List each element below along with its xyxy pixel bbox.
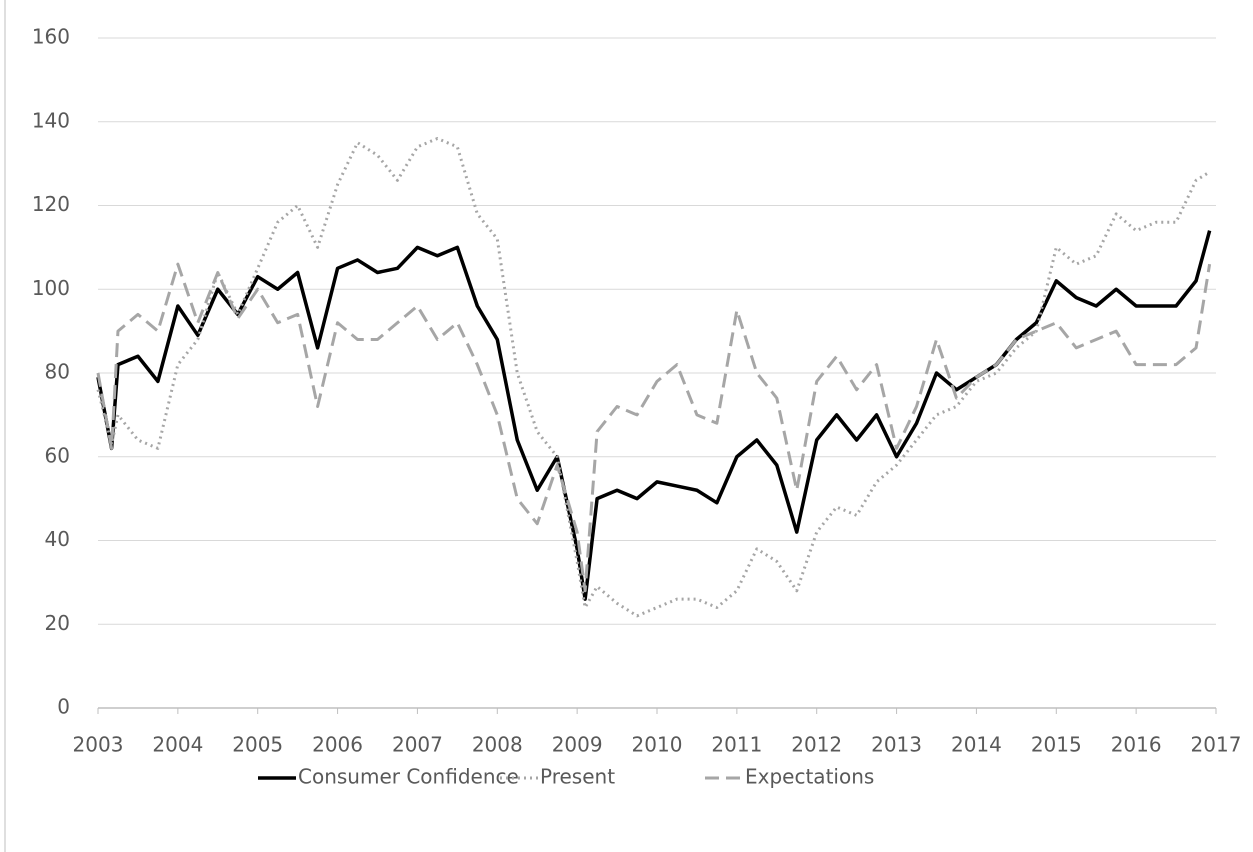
y-tick-label: 20 [45, 611, 70, 635]
legend-label: Consumer Confidence [298, 765, 519, 789]
x-tick-label: 2007 [392, 733, 443, 757]
x-tick-label: 2006 [312, 733, 363, 757]
y-tick-label: 0 [57, 695, 70, 719]
x-tick-label: 2003 [73, 733, 124, 757]
legend-label: Present [540, 765, 615, 789]
x-tick-label: 2005 [232, 733, 283, 757]
x-tick-label: 2008 [472, 733, 523, 757]
x-tick-label: 2016 [1111, 733, 1162, 757]
series-line [96, 230, 1212, 601]
y-tick-label: 160 [32, 25, 70, 49]
x-tick-label: 2004 [152, 733, 203, 757]
x-tick-label: 2014 [951, 733, 1002, 757]
x-tick-label: 2015 [1031, 733, 1082, 757]
y-tick-label: 140 [32, 108, 70, 132]
y-tick-label: 80 [45, 360, 70, 384]
x-tick-label: 2010 [632, 733, 683, 757]
x-tick-label: 2013 [871, 733, 922, 757]
x-tick-label: 2011 [711, 733, 762, 757]
y-tick-label: 100 [32, 276, 70, 300]
y-tick-label: 120 [32, 192, 70, 216]
y-tick-label: 40 [45, 527, 70, 551]
legend-label: Expectations [745, 765, 874, 789]
x-tick-label: 2012 [791, 733, 842, 757]
x-tick-label: 2009 [552, 733, 603, 757]
x-tick-label: 2017 [1191, 733, 1242, 757]
series-line [96, 262, 1212, 593]
y-tick-label: 60 [45, 443, 70, 467]
series-line [96, 137, 1211, 618]
